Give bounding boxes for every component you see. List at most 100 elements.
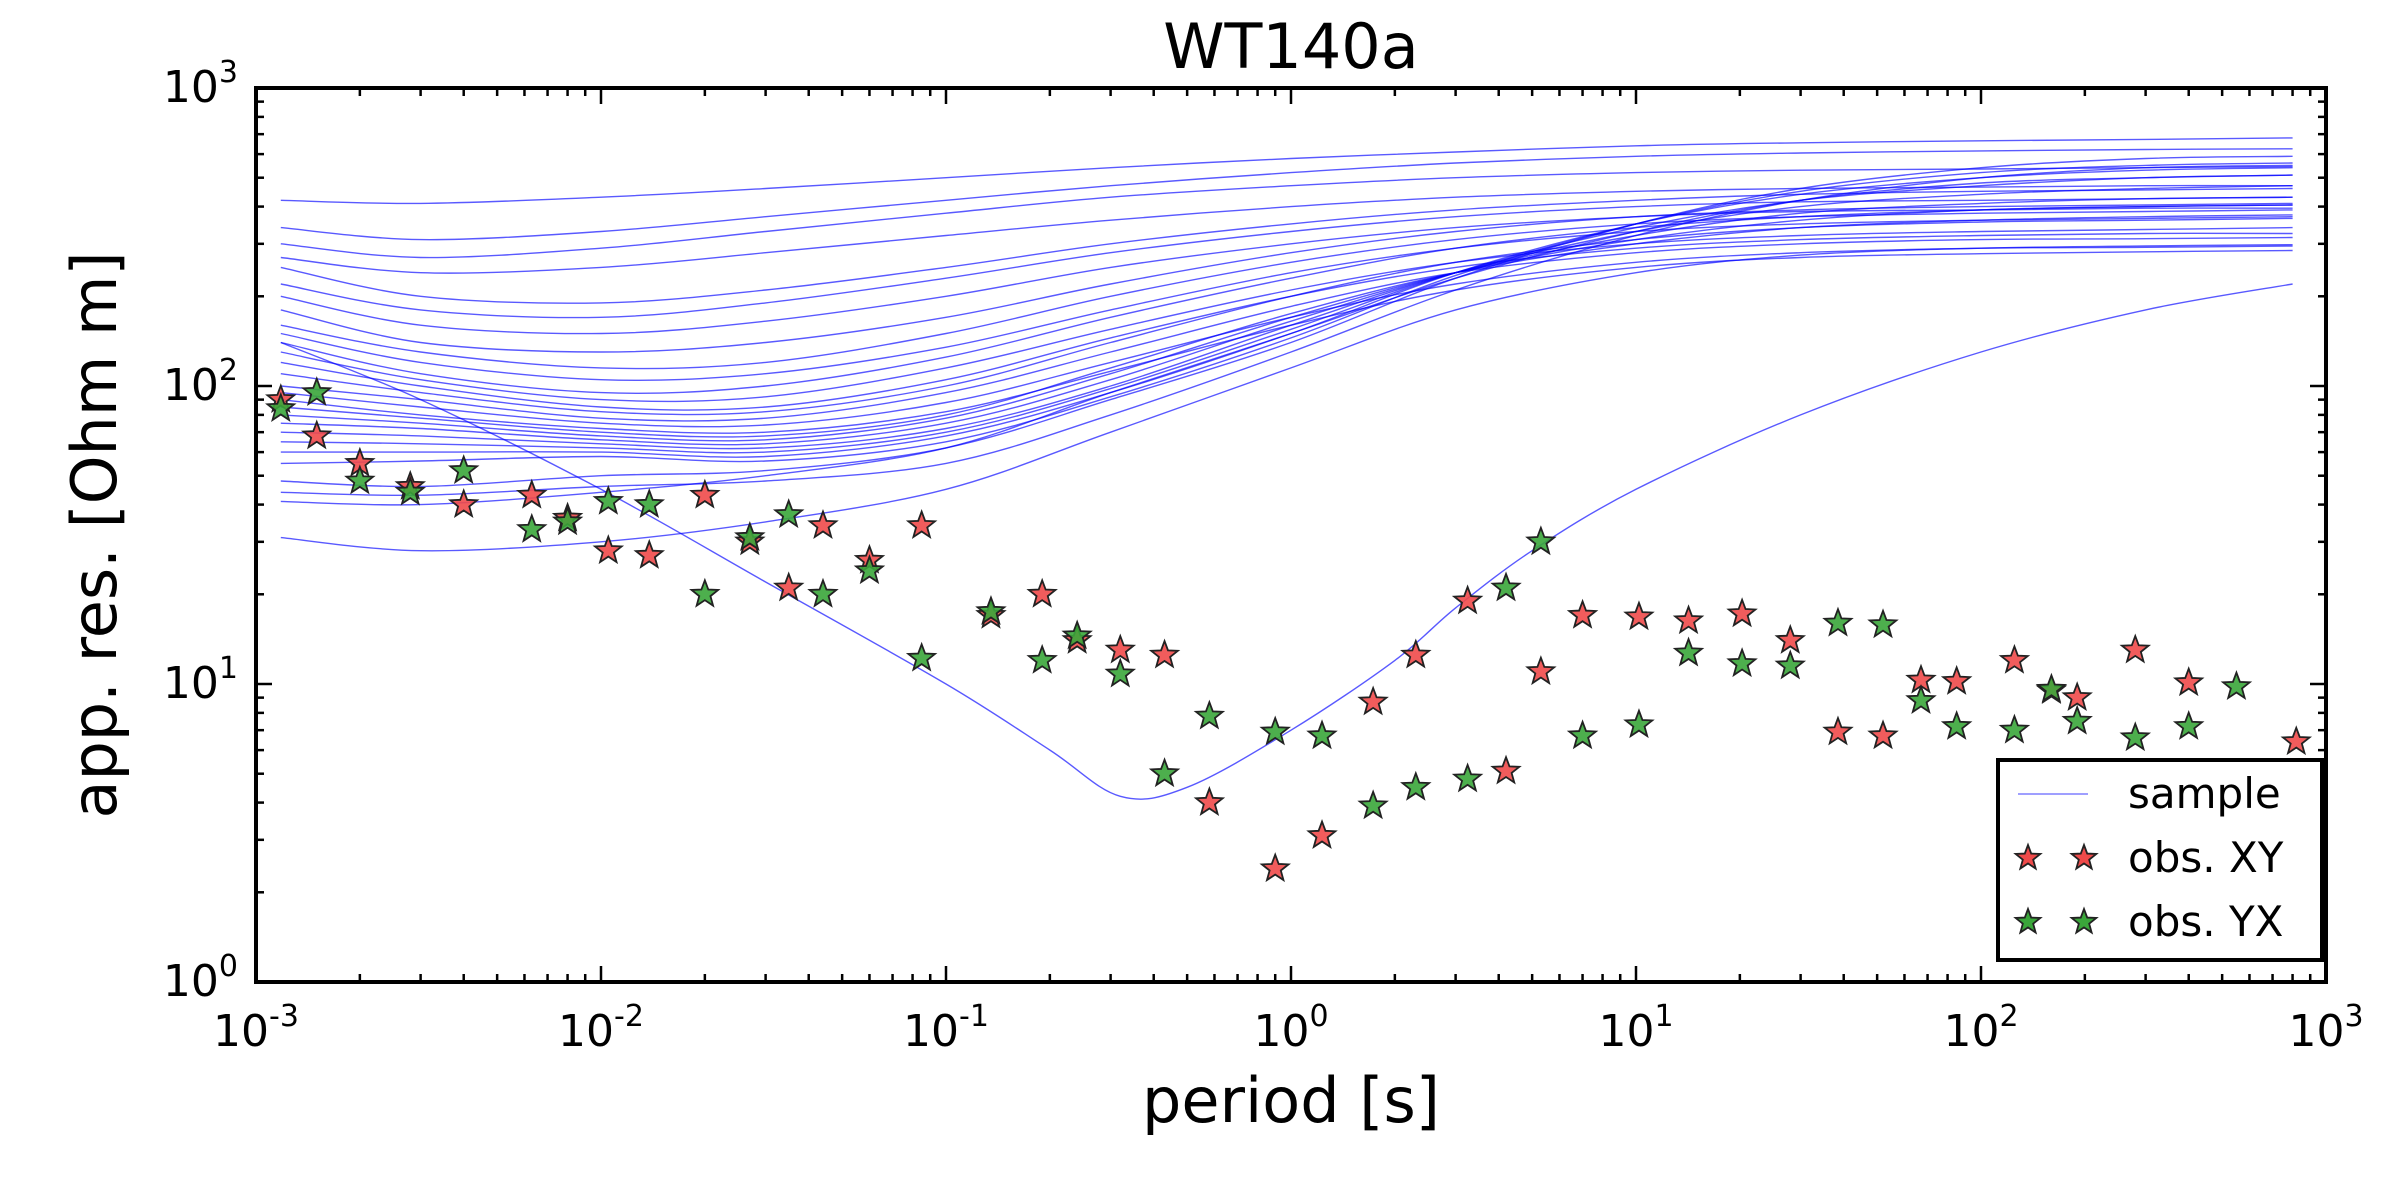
legend: sample obs. XY obs. YX <box>1996 758 2324 962</box>
obs-yx-marker <box>2061 704 2093 735</box>
plot-frame <box>254 86 2328 984</box>
obs-yx-marker <box>2035 672 2068 703</box>
obs-yx-marker <box>1623 708 1655 739</box>
x-tick-label: 10-3 <box>213 999 299 1057</box>
obs-yx-marker <box>1940 709 1973 740</box>
obs-xy-marker <box>1867 719 1899 750</box>
obs-xy-marker <box>1148 638 1181 669</box>
obs-xy-marker <box>633 538 666 569</box>
x-tick-label: 10-2 <box>558 999 644 1057</box>
obs-yx-marker <box>772 498 805 529</box>
obs-yx-marker <box>1061 619 1093 650</box>
sample-curve <box>280 148 2293 241</box>
sample-curve <box>280 165 2293 259</box>
sample-curve <box>280 187 2293 304</box>
observation-markers <box>265 376 2313 883</box>
x-tick-label: 100 <box>1253 999 1328 1057</box>
obs-yx-marker <box>1525 525 1557 556</box>
obs-yx-marker <box>1774 649 1807 680</box>
x-tick-label: 102 <box>1943 999 2018 1057</box>
obs-yx-marker <box>592 484 625 515</box>
obs-yx-marker <box>853 554 886 585</box>
obs-yx-marker <box>1306 719 1338 750</box>
sample-curves <box>280 137 2293 800</box>
obs-xy-marker <box>1623 600 1655 631</box>
obs-yx-marker <box>1026 643 1058 674</box>
obs-xy-marker <box>1400 638 1432 669</box>
sample-curve <box>280 174 2293 506</box>
y-axis-label: app. res. [Ohm m] <box>58 251 131 818</box>
legend-xy-swatch <box>2013 842 2099 871</box>
sample-curve <box>280 164 2293 497</box>
x-tick-label: 101 <box>1598 999 1673 1057</box>
obs-xy-marker <box>2119 633 2152 664</box>
y-tick-label: 103 <box>163 55 238 113</box>
obs-xy-marker <box>2061 681 2093 712</box>
obs-xy-marker <box>905 509 938 540</box>
legend-label-sample: sample <box>2128 769 2281 818</box>
sample-curve <box>280 162 2293 465</box>
sample-curve <box>280 226 2293 403</box>
obs-xy-marker <box>1726 597 1758 628</box>
legend-yx-star <box>2069 906 2099 935</box>
obs-yx-marker <box>2220 670 2253 701</box>
obs-yx-marker <box>551 505 584 536</box>
obs-yx-marker <box>689 577 721 608</box>
obs-xy-marker <box>807 509 839 540</box>
obs-yx-marker <box>1672 636 1705 667</box>
sample-curve <box>280 196 2293 446</box>
sample-curve <box>280 185 2293 450</box>
obs-xy-marker <box>1672 604 1705 635</box>
obs-xy-marker <box>1306 818 1338 849</box>
obs-yx-marker <box>1193 699 1226 730</box>
obs-xy-marker <box>300 419 333 450</box>
y-tick-label: 102 <box>163 353 238 411</box>
sample-curve <box>280 244 2293 552</box>
sample-curve <box>280 184 2293 274</box>
obs-xy-marker <box>1451 584 1484 615</box>
sample-curve <box>280 209 2293 370</box>
obs-yx-marker <box>734 521 766 551</box>
legend-xy-star <box>2013 842 2043 871</box>
obs-xy-marker <box>689 478 721 509</box>
sample-curve <box>280 216 2293 382</box>
chart-title: WT140a <box>1163 10 1419 83</box>
x-tick-label: 103 <box>2288 999 2363 1057</box>
y-tick-labels: 100 101 102 103 <box>163 55 238 1007</box>
sample-curve <box>280 196 2293 319</box>
obs-xy-marker <box>1490 754 1522 785</box>
obs-yx-marker <box>1400 770 1432 801</box>
sample-curve <box>280 137 2293 205</box>
obs-yx-marker <box>1490 571 1522 602</box>
obs-yx-marker <box>265 391 297 422</box>
sample-curve <box>280 217 2293 416</box>
obs-yx-marker <box>344 464 376 495</box>
sample-curve <box>280 155 2293 488</box>
obs-yx-marker <box>1566 719 1599 750</box>
obs-xy-marker <box>592 534 625 565</box>
obs-xy-marker <box>1026 577 1058 608</box>
obs-xy-marker <box>516 478 548 509</box>
obs-yx-marker <box>633 488 666 518</box>
obs-yx-marker <box>300 376 333 407</box>
obs-yx-marker <box>1867 608 1899 639</box>
obs-xy-marker <box>1940 664 1973 695</box>
legend-yx-swatch <box>2013 906 2099 935</box>
legend-yx-star <box>2013 906 2043 935</box>
sample-curve <box>280 167 2293 458</box>
sample-curve <box>280 202 2293 353</box>
obs-yx-marker <box>1259 715 1291 746</box>
obs-yx-marker <box>1726 647 1758 678</box>
obs-yx-marker <box>2119 721 2152 752</box>
obs-yx-marker <box>1451 762 1484 793</box>
x-tick-label: 10-1 <box>903 999 989 1057</box>
x-axis-label: period [s] <box>1142 1064 1440 1137</box>
obs-xy-marker <box>1259 852 1291 883</box>
obs-yx-marker <box>905 641 938 672</box>
obs-xy-marker <box>1104 633 1137 664</box>
y-tick-label: 101 <box>163 651 238 709</box>
legend-label-obs-yx: obs. YX <box>2128 897 2283 946</box>
sample-curve <box>280 236 2293 422</box>
